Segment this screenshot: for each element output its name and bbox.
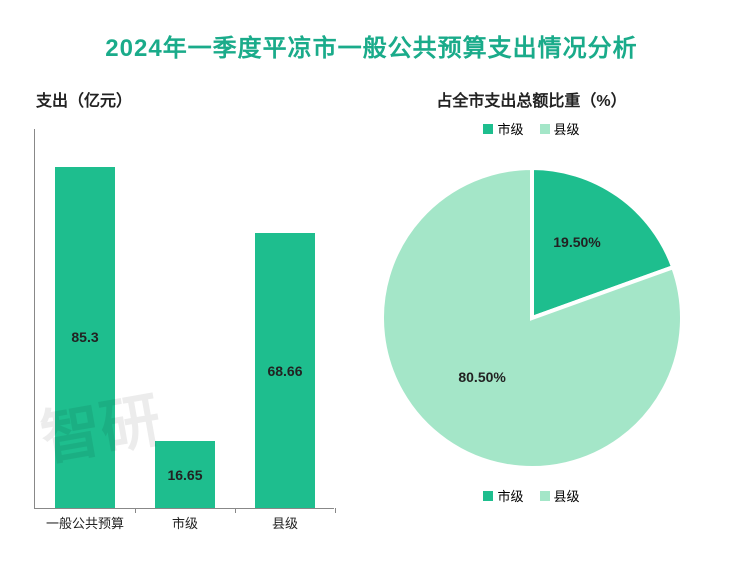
legend-top-label-0: 市级 [497,119,523,138]
pie-chart-panel: 占全市支出总额比重（%） 市级县级 19.50%80.50% 市级县级 [350,77,713,557]
pie-svg [372,158,692,478]
pie-value-label-1: 80.50% [458,369,505,385]
legend-top-item-1: 县级 [540,119,580,138]
legend-bottom-item-0: 市级 [483,486,523,505]
bar-category-label-0: 一般公共预算 [40,513,130,532]
pie-legend-bottom: 市级 县级 [350,486,713,505]
legend-bottom-label-0: 市级 [497,486,523,505]
legend-top-swatch-1 [540,124,550,134]
legend-bottom-label-1: 县级 [554,486,580,505]
pie-legend-top: 市级 县级 [350,119,713,138]
bar-value-label-0: 85.3 [55,329,115,345]
pie-subtitle: 占全市支出总额比重（%） [350,87,713,111]
legend-bottom-item-1: 县级 [540,486,580,505]
bar-category-label-2: 县级 [240,513,330,532]
bar-category-label-1: 市级 [140,513,230,532]
legend-bottom-swatch-1 [540,491,550,501]
legend-top-swatch-0 [483,124,493,134]
bar-plot-area: 85.3一般公共预算16.65市级68.66县级 [34,129,334,509]
pie-container: 19.50% 80.50% [372,158,692,478]
bar-chart-panel: 支出（亿元） 85.3一般公共预算16.65市级68.66县级 [30,77,350,557]
pie-value-label-0: 19.50% [553,234,600,250]
legend-top-item-0: 市级 [483,119,523,138]
bar-value-label-1: 16.65 [155,467,215,483]
legend-bottom-swatch-0 [483,491,493,501]
charts-row: 支出（亿元） 85.3一般公共预算16.65市级68.66县级 占全市支出总额比… [0,77,743,557]
main-title: 2024年一季度平凉市一般公共预算支出情况分析 [0,0,743,77]
bar-value-label-2: 68.66 [255,363,315,379]
legend-top-label-1: 县级 [554,119,580,138]
bar-subtitle: 支出（亿元） [30,87,350,111]
